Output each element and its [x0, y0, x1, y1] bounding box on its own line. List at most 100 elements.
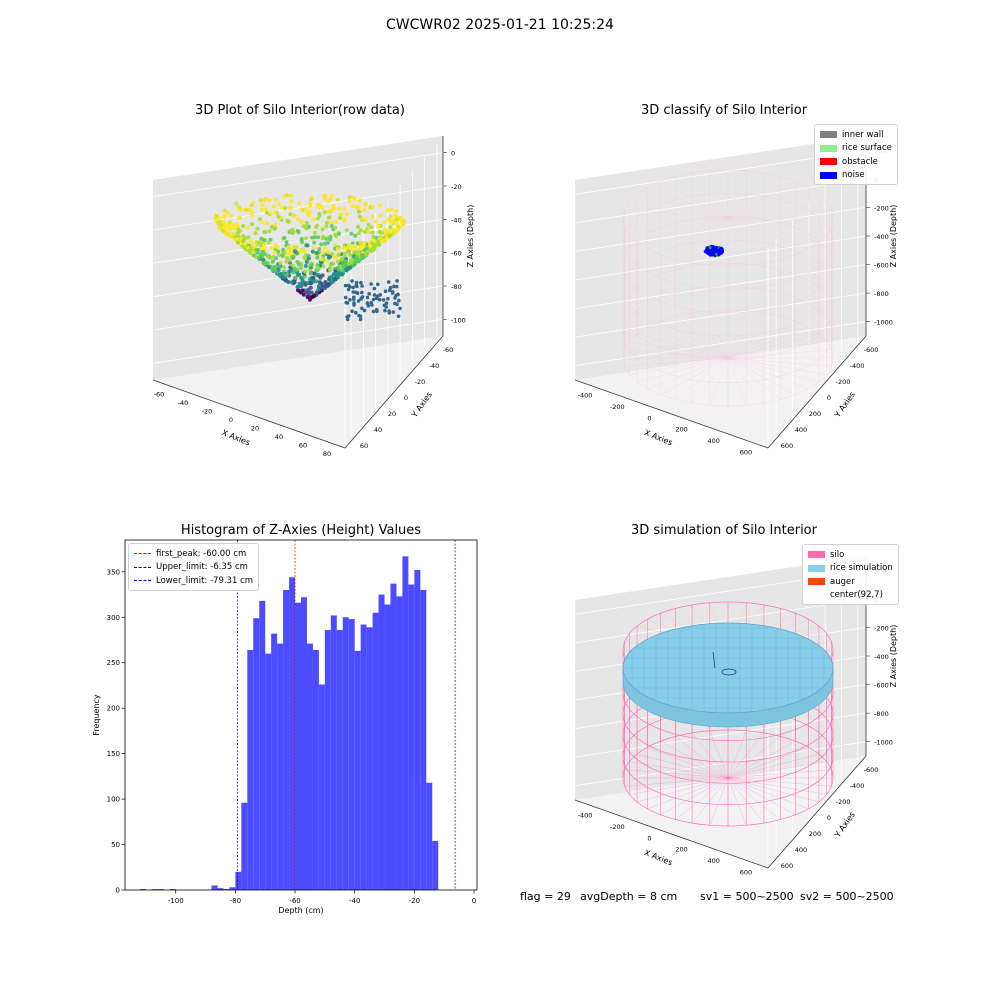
auger-marker [721, 668, 737, 676]
data-point [336, 231, 341, 236]
data-point [249, 203, 254, 208]
histogram-bar [336, 630, 343, 890]
x-tick-label: -200 [610, 823, 625, 831]
data-point [314, 290, 319, 295]
data-point [303, 269, 308, 274]
histogram-bar [223, 889, 230, 890]
data-point [304, 206, 309, 211]
x-tick-label: -80 [230, 897, 241, 905]
data-point [287, 258, 291, 263]
data-point [362, 308, 367, 313]
data-point [261, 257, 266, 262]
data-point [386, 280, 391, 284]
data-point [293, 276, 298, 280]
data-point [351, 285, 355, 290]
data-point [323, 246, 328, 251]
data-point [267, 229, 272, 234]
legend-swatch [808, 564, 825, 572]
data-point [311, 217, 316, 222]
data-point [360, 290, 364, 295]
z-tick-label: -40 [451, 216, 462, 224]
data-point [387, 234, 392, 238]
silo-simulation-wireframe-spoke [727, 777, 827, 795]
data-point [346, 266, 351, 271]
silo-simulation-wireframe-spoke [691, 777, 729, 824]
data-point [356, 231, 361, 236]
silo-simulation-wireframe-spoke [727, 753, 819, 779]
legend-label: Lower_limit: -79.31 cm [156, 575, 254, 586]
grid-line [574, 207, 867, 252]
data-point [326, 240, 330, 245]
silo-simulation-wireframe-spoke [727, 777, 832, 787]
legend-line [134, 566, 151, 568]
data-point [353, 233, 358, 238]
silo-simulation-wireframe-spoke [727, 736, 781, 779]
y-tick-label: 400 [795, 426, 807, 434]
data-point [323, 193, 328, 198]
data-point [316, 235, 321, 240]
z-tick-label: -400 [874, 233, 889, 241]
x-tick-label: -400 [578, 392, 593, 400]
silo-wireframe-spoke [727, 357, 827, 375]
data-point [396, 224, 401, 229]
x-tick-label: -60 [154, 390, 165, 398]
histogram-bar [372, 612, 379, 890]
grid-line [152, 185, 444, 231]
z-axis-label: Z Axies (Depth) [889, 625, 898, 688]
panel2-plot-area: -400-20002004006006004002000-200-400-600… [574, 136, 898, 456]
data-point [246, 235, 251, 240]
x-tick-label: 400 [708, 857, 720, 865]
data-point [366, 303, 371, 308]
histogram-bar [265, 653, 272, 890]
x-tick-label: 400 [708, 437, 720, 445]
data-point [347, 199, 352, 204]
silo-simulation-wireframe-spoke [727, 777, 747, 826]
data-point [265, 254, 270, 259]
silo-wireframe-spoke [727, 357, 747, 406]
x-tick-label: -40 [349, 897, 360, 905]
data-point [262, 229, 267, 234]
flag-text: flag = 29 [520, 890, 571, 903]
silo-wireframe-spoke [727, 357, 765, 404]
histogram-bar [354, 650, 361, 890]
data-point [344, 212, 349, 216]
data-point [313, 230, 317, 235]
data-point [378, 213, 383, 218]
data-point [301, 292, 306, 297]
data-point [323, 196, 328, 201]
data-point [396, 292, 400, 297]
data-point [350, 309, 354, 314]
legend-item-rice-simulation: rice simulation [808, 562, 893, 576]
data-point [297, 201, 302, 206]
data-point [385, 208, 390, 213]
data-point [392, 284, 396, 289]
y-tick-label: 100 [107, 796, 120, 804]
data-point [356, 299, 361, 303]
x-tick-label: 0 [647, 834, 651, 842]
rice-simulation-surface [622, 622, 834, 728]
data-point [229, 232, 233, 237]
legend-item-lower-limit: Lower_limit: -79.31 cm [134, 574, 253, 588]
panel4-legend: silo rice simulation auger center(92,7) [802, 544, 899, 605]
grid-line [152, 218, 444, 264]
grid-line [152, 152, 444, 198]
x-axis-line [152, 379, 346, 449]
silo-wireframe-spoke [691, 357, 729, 404]
legend-swatch [808, 592, 825, 599]
data-point [335, 272, 340, 277]
data-point [370, 215, 375, 219]
histogram-bar [283, 590, 290, 890]
legend-item-first-peak: first_peak: -60.00 cm [134, 547, 253, 561]
data-point [295, 229, 300, 233]
histogram-bar [318, 684, 325, 890]
data-point [320, 284, 325, 289]
data-point [268, 211, 273, 216]
data-point [355, 284, 359, 289]
z-tick-label: -100 [451, 316, 466, 324]
data-point [338, 215, 342, 220]
data-point [391, 310, 396, 314]
histogram-bar [289, 577, 296, 890]
data-point [291, 214, 296, 218]
data-point [316, 216, 320, 221]
